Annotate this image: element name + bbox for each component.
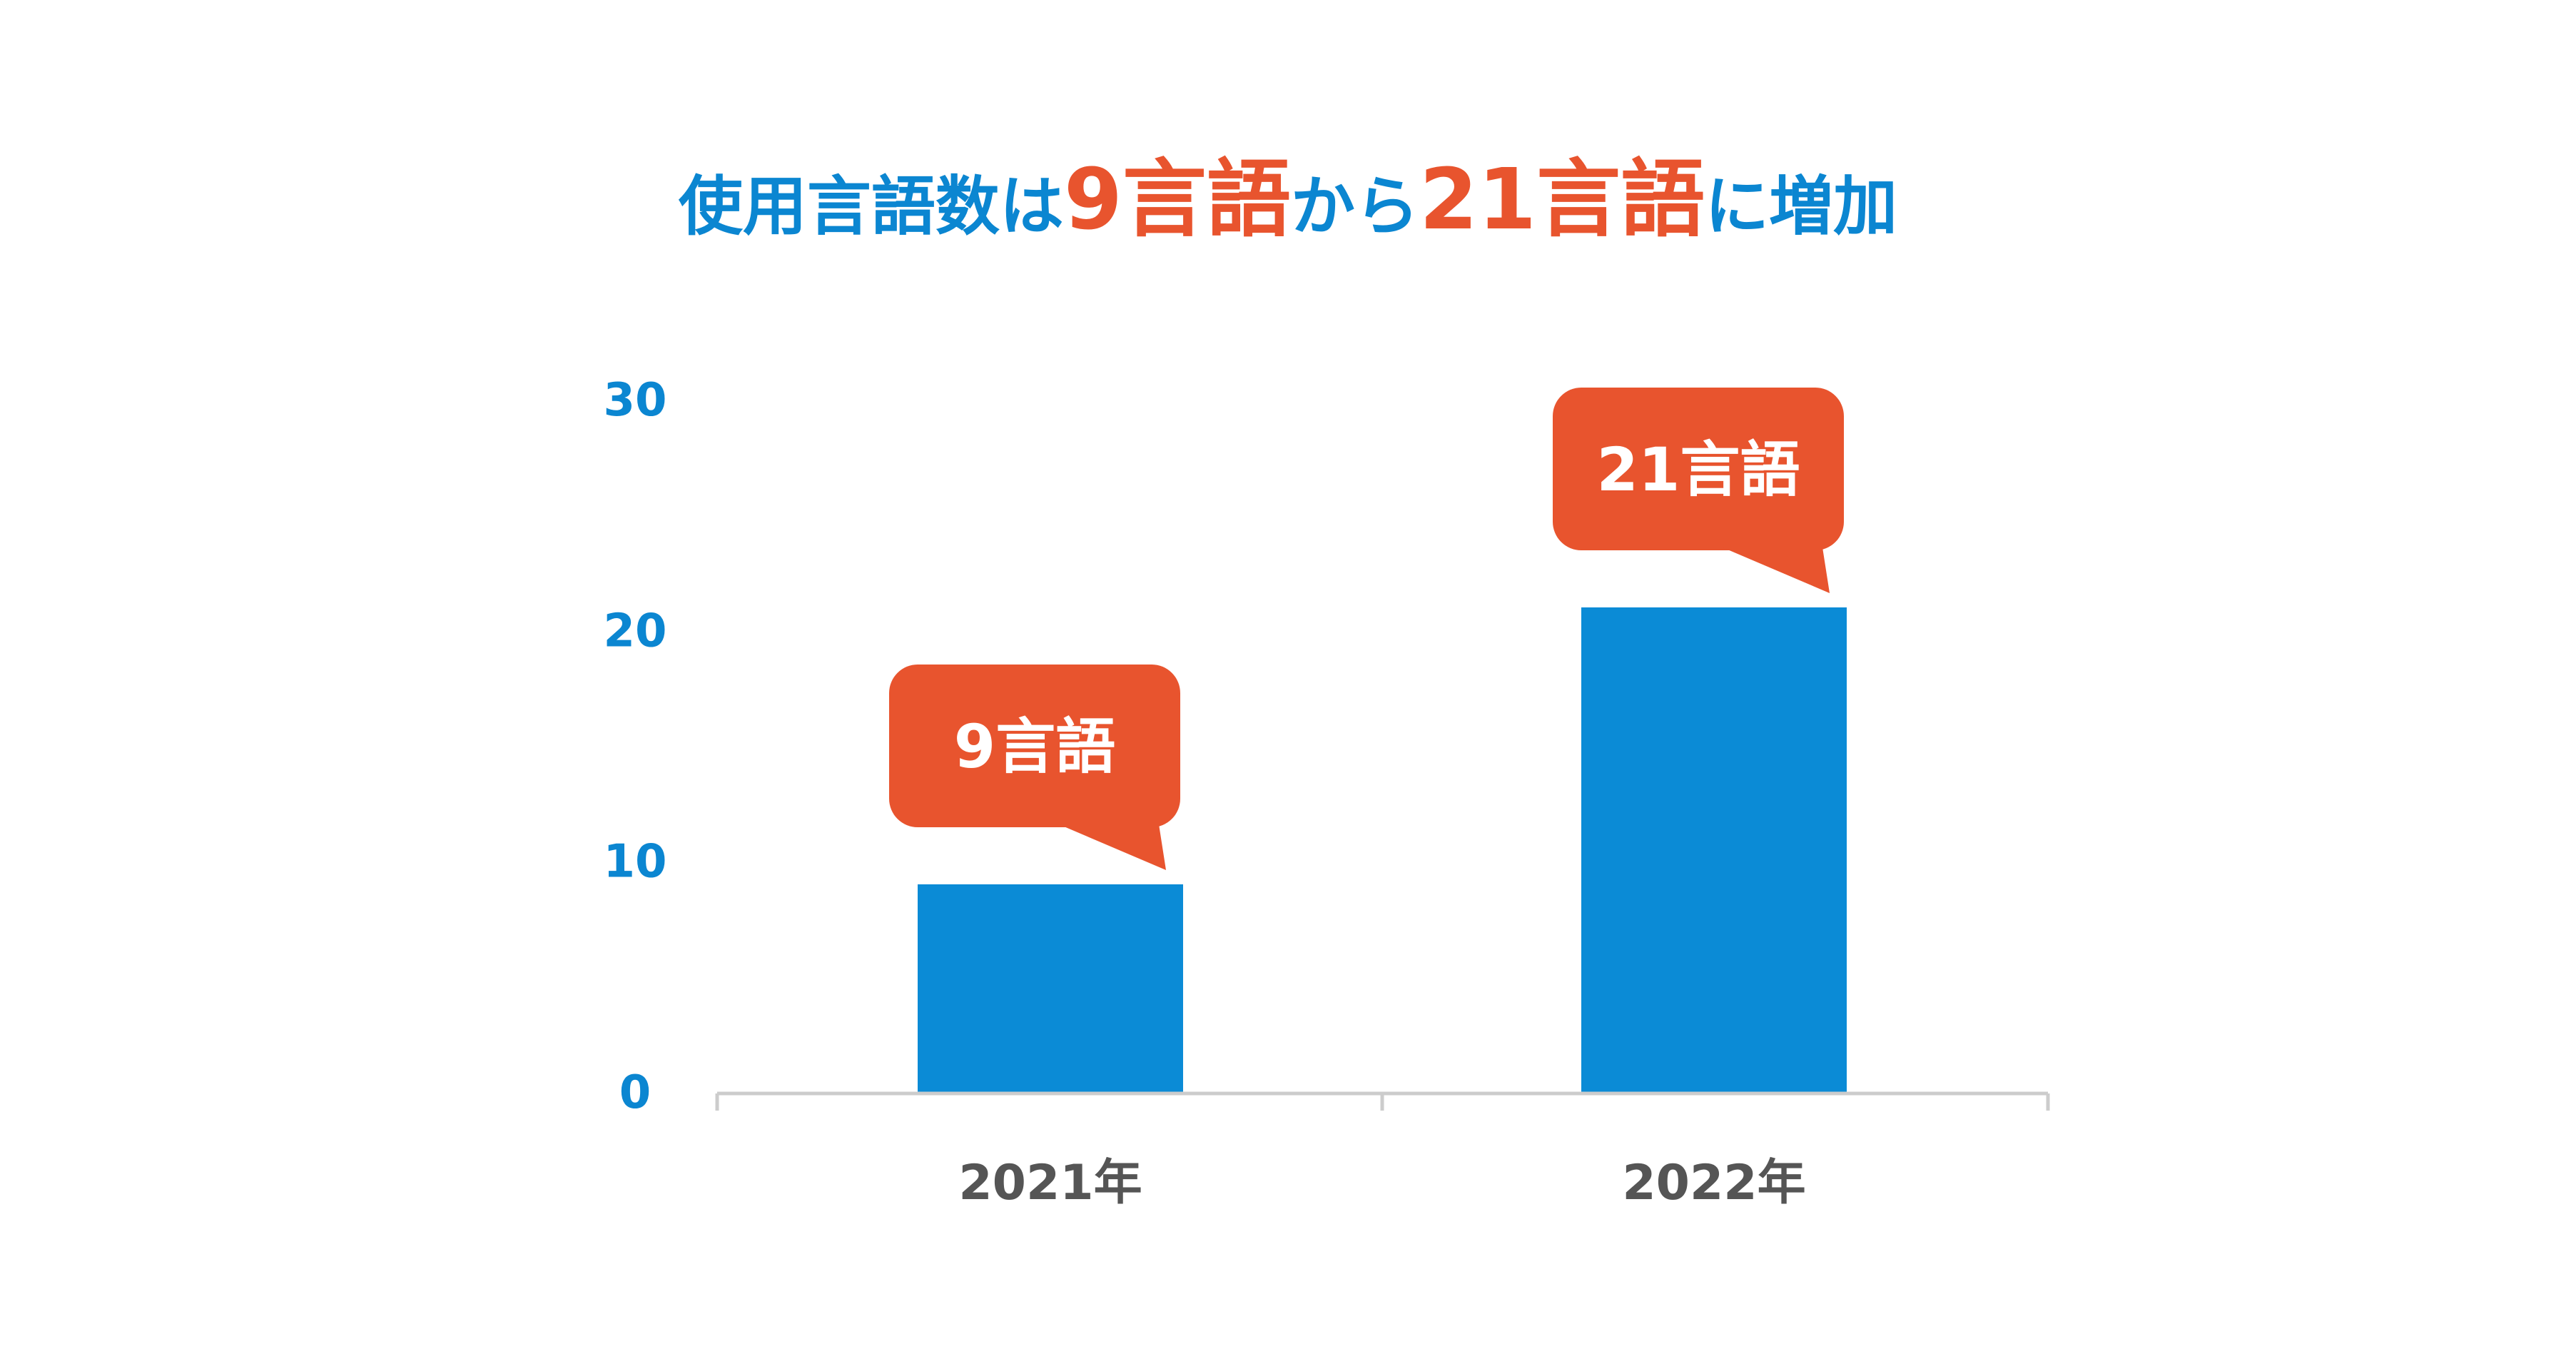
chart-title-segment: 9言語 xyxy=(1064,150,1291,248)
x-axis xyxy=(715,1091,2050,1111)
chart-title-segment: 使用言語数は xyxy=(679,169,1064,244)
data-label: 21言語 xyxy=(1597,435,1800,505)
data-label: 9言語 xyxy=(954,712,1115,782)
bars xyxy=(918,607,1847,1092)
x-axis-ticks: 2021年 2022年 xyxy=(958,1155,1805,1211)
callout-bubble xyxy=(889,665,1180,827)
x-tick-label: 2022年 xyxy=(1622,1155,1805,1211)
chart-title: 使用言語数は9言語から21言語に増加 xyxy=(679,150,1897,248)
callout-bubble xyxy=(1553,388,1844,550)
y-tick-label: 0 xyxy=(619,1066,651,1119)
chart-title-segment: 21言語 xyxy=(1419,150,1705,248)
y-tick-label: 20 xyxy=(603,605,666,657)
callout-pointer xyxy=(1723,547,1830,593)
callout-pointer xyxy=(1059,824,1166,870)
callout-0: 9言語 xyxy=(889,665,1180,870)
y-axis-ticks: 0 10 20 30 xyxy=(603,374,666,1119)
y-tick-label: 10 xyxy=(603,836,666,889)
y-tick-label: 30 xyxy=(603,374,666,427)
callout-1: 21言語 xyxy=(1553,388,1844,593)
chart-title-segment: から xyxy=(1291,169,1419,244)
x-tick-label: 2021年 xyxy=(958,1155,1142,1211)
data-label-callouts: 9言語 21言語 xyxy=(889,388,1844,870)
chart-title-segment: に増加 xyxy=(1705,169,1897,244)
bar-2021年 xyxy=(918,884,1183,1092)
bar-2022年 xyxy=(1581,607,1847,1092)
